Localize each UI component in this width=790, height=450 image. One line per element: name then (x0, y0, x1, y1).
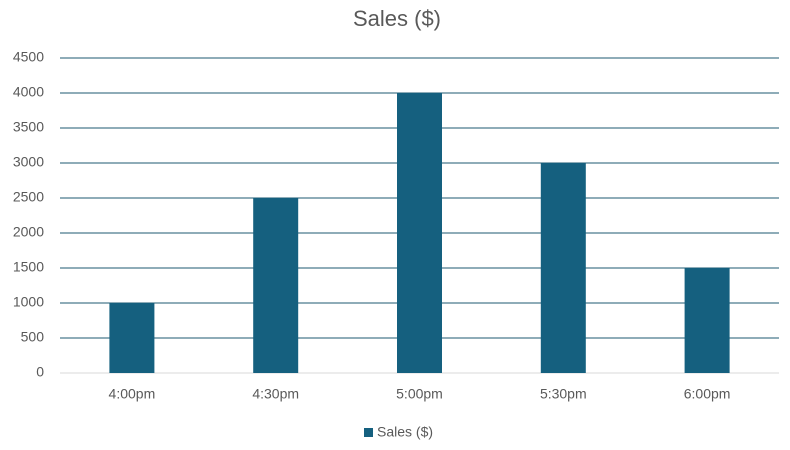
y-tick-label: 500 (21, 329, 45, 345)
y-tick-label: 3500 (13, 119, 44, 135)
bar (540, 163, 586, 373)
x-tick-label: 4:30pm (252, 386, 299, 402)
y-tick-label: 2500 (13, 189, 44, 205)
y-tick-label: 4000 (13, 84, 44, 100)
y-tick-label: 1000 (13, 294, 44, 310)
y-tick-label: 2000 (13, 224, 44, 240)
x-tick-label: 5:00pm (396, 386, 443, 402)
x-tick-label: 4:00pm (109, 386, 156, 402)
y-tick-label: 3000 (13, 154, 44, 170)
bar (253, 198, 299, 373)
y-tick-label: 4500 (13, 49, 44, 65)
legend-label: Sales ($) (377, 424, 433, 440)
x-tick-label: 6:00pm (684, 386, 731, 402)
y-tick-label: 1500 (13, 259, 44, 275)
y-tick-label: 0 (36, 364, 44, 380)
bar (397, 93, 442, 373)
bar (109, 303, 155, 373)
x-tick-label: 5:30pm (540, 386, 587, 402)
legend-swatch (364, 428, 373, 437)
bar (684, 268, 730, 373)
chart-title: Sales ($) (353, 6, 441, 31)
